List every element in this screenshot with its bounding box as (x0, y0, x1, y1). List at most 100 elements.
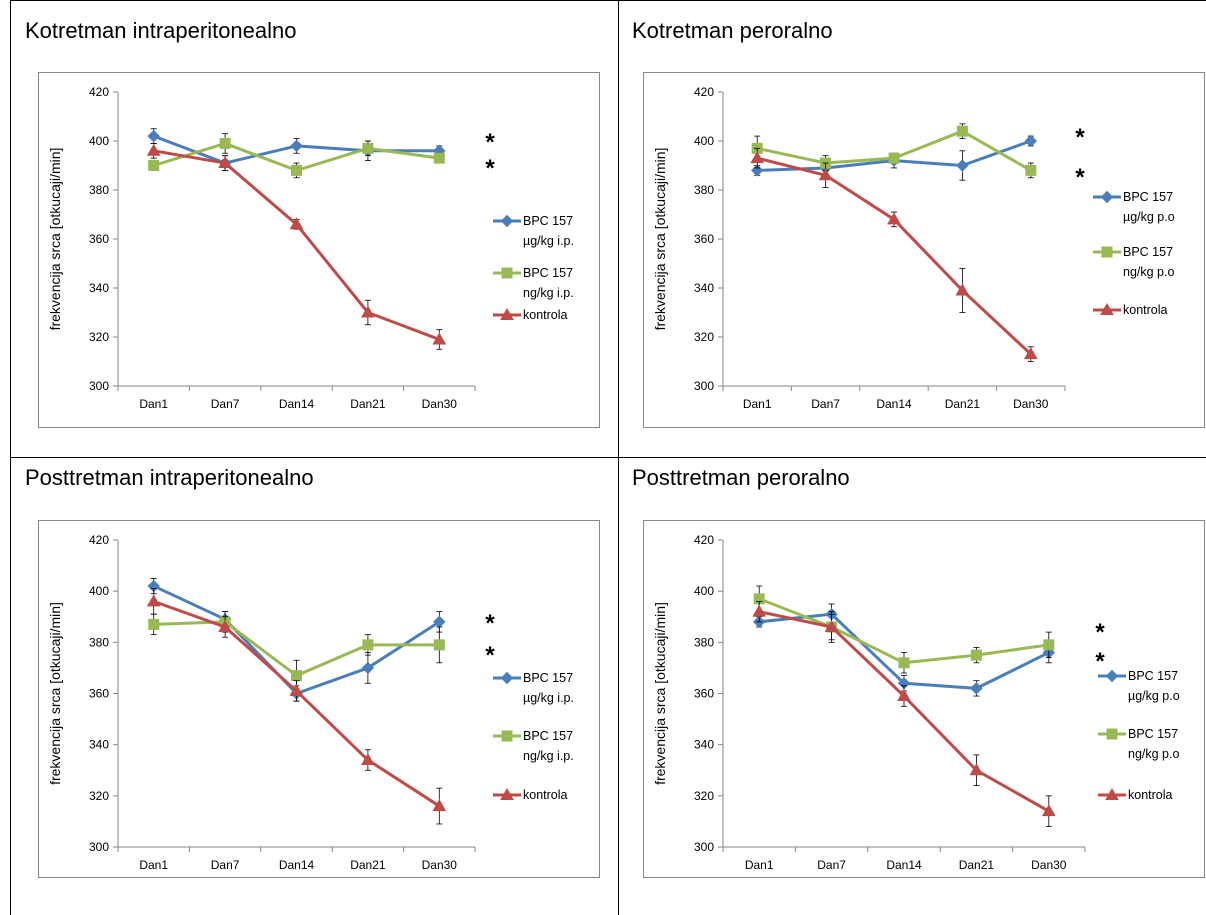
y-tick-label: 400 (694, 134, 714, 148)
data-point (218, 619, 232, 632)
legend-marker (500, 787, 514, 800)
data-point (887, 212, 901, 225)
data-point (362, 142, 374, 154)
chart-posttretman-intraperitonealno: 300 320 340 360 380 400 420 Dan1 Dan7 Dan14 Dan21 D… (38, 520, 600, 878)
data-point (969, 763, 984, 776)
legend-marker (1100, 302, 1114, 315)
legend-label: kontrola (523, 308, 568, 322)
data-point (148, 160, 160, 171)
data-point (291, 670, 302, 682)
significance-star: * (1095, 648, 1105, 675)
panel-title-kotretman-ip: Kotretman intraperitonealno (25, 18, 297, 43)
data-point (146, 594, 161, 607)
x-tick-label: Dan14 (886, 858, 922, 872)
y-tick-label: 380 (89, 183, 109, 197)
y-axis-label: frekvencija srca [otkucaji/min] (652, 602, 668, 785)
x-tick-label: Dan30 (422, 858, 458, 872)
data-point (148, 618, 160, 630)
legend-label: BPC 157 ng/kg i.p. (523, 729, 574, 763)
legend-marker (1105, 669, 1119, 683)
table-border-top (10, 0, 1206, 1)
data-point (970, 682, 983, 695)
data-point (1043, 639, 1055, 651)
legend-label: kontrola (1123, 303, 1168, 317)
legend-label: BPC 157 µg/kg i.p. (523, 671, 574, 705)
data-point (956, 159, 969, 172)
table-border-middle (10, 457, 1206, 458)
legend-marker (501, 267, 513, 279)
legend-label: BPC 157 ng/kg p.o (1123, 245, 1174, 279)
legend-label: kontrola (523, 788, 568, 802)
data-point (432, 799, 447, 812)
y-tick-label: 360 (694, 232, 714, 246)
legend-marker (501, 730, 513, 742)
data-point (361, 753, 375, 766)
legend-label: BPC 157 µg/kg p.o (1128, 669, 1180, 703)
data-point (147, 129, 160, 143)
y-tick-label: 380 (694, 635, 714, 649)
significance-star: * (1075, 164, 1085, 191)
significance-star: * (485, 642, 495, 669)
y-tick-label: 300 (89, 379, 109, 393)
chart-border (643, 520, 1205, 878)
y-tick-label: 360 (89, 232, 109, 246)
y-axis-label: frekvencija srca [otkucaji/min] (47, 602, 63, 785)
x-tick-label: Dan14 (876, 397, 912, 411)
legend-marker (1105, 787, 1119, 800)
x-tick-label: Dan14 (279, 397, 315, 411)
x-tick-label: Dan7 (211, 858, 240, 872)
y-tick-label: 400 (89, 134, 109, 148)
data-point (1041, 804, 1056, 817)
data-point (433, 639, 445, 651)
table-border-center (618, 0, 619, 915)
legend-marker (1100, 190, 1114, 204)
chart-posttretman-peroralno: 300 320 340 360 380 400 420 Dan1 Dan7 Dan14 Dan21 D… (643, 520, 1205, 878)
x-tick-label: Dan1 (745, 858, 774, 872)
x-tick-label: Dan7 (811, 397, 840, 411)
data-point (818, 168, 833, 181)
panel-title-posttretman-po: Posttretman peroralno (632, 465, 850, 490)
data-point (432, 332, 447, 345)
data-point (290, 139, 303, 153)
data-point (433, 152, 445, 164)
x-tick-label: Dan1 (139, 858, 168, 872)
x-tick-label: Dan30 (422, 397, 458, 411)
data-point (289, 217, 304, 230)
y-tick-label: 340 (694, 281, 714, 295)
data-point (362, 639, 374, 651)
y-tick-label: 360 (89, 687, 109, 701)
y-tick-label: 420 (89, 85, 109, 99)
x-tick-label: Dan1 (139, 397, 168, 411)
data-point (970, 649, 982, 661)
legend-marker (500, 671, 514, 685)
table-border-left (10, 0, 11, 915)
y-axis-label: frekvencija srca [otkucaji/min] (652, 148, 668, 331)
y-tick-label: 340 (89, 281, 109, 295)
data-point (1023, 347, 1038, 360)
y-tick-label: 360 (694, 687, 714, 701)
legend-marker (1101, 246, 1113, 258)
legend-marker (500, 307, 514, 320)
data-point (897, 689, 911, 702)
series-2 (146, 143, 447, 350)
y-tick-label: 400 (694, 584, 714, 598)
y-tick-label: 340 (89, 738, 109, 752)
data-point (219, 137, 231, 149)
y-tick-label: 320 (89, 789, 109, 803)
data-point (1025, 164, 1037, 176)
x-tick-label: Dan7 (211, 397, 240, 411)
panel-title-kotretman-po: Kotretman peroralno (632, 18, 833, 43)
legend-marker (500, 214, 514, 228)
panel-title-posttretman-ip: Posttretman intraperitonealno (25, 465, 314, 490)
chart-border (38, 520, 600, 878)
x-tick-label: Dan21 (959, 858, 995, 872)
significance-star: * (1075, 124, 1085, 151)
data-point (361, 661, 375, 675)
y-tick-label: 320 (694, 330, 714, 344)
data-point (291, 164, 302, 176)
y-axis-label: frekvencija srca [otkucaji/min] (47, 148, 63, 331)
x-tick-label: Dan30 (1031, 858, 1067, 872)
data-point (898, 657, 910, 669)
y-tick-label: 420 (694, 533, 714, 547)
data-point (956, 125, 968, 137)
